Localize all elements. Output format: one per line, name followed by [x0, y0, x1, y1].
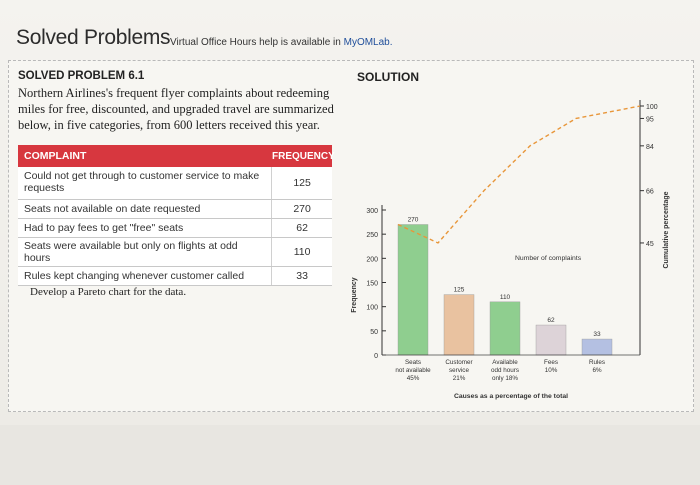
annotation-number-of-complaints: Number of complaints [515, 255, 582, 262]
category-label: 45% [407, 375, 420, 382]
problem-title: SOLVED PROBLEM 6.1 [18, 70, 145, 82]
bar-value-label: 270 [408, 217, 419, 224]
bar [489, 301, 521, 356]
solution-title: SOLUTION [357, 70, 419, 84]
complaint-cell: Could not get through to customer servic… [24, 170, 260, 194]
table-row: Had to pay fees to get "free" seats 62 [18, 219, 332, 238]
category-label: not available [395, 367, 431, 374]
complaint-table: COMPLAINT FREQUENCY Could not get throug… [18, 145, 335, 286]
table-row: Seats were available but only on flights… [18, 238, 332, 267]
y-tick-label: 150 [366, 281, 378, 288]
pareto-chart: 0 50 100 150 200 250 300 45 66 84 95 100 Frequency Cu… [351, 100, 670, 400]
bar [535, 324, 567, 356]
bar-value-label: 110 [500, 294, 511, 301]
category-label: only 18% [492, 375, 518, 382]
right-tick-label: 66 [646, 189, 654, 196]
complaint-cell: Seats were available but only on flights… [24, 240, 238, 264]
page-subtitle: Virtual Office Hours help is available i… [170, 37, 393, 48]
category-label: 6% [592, 367, 602, 374]
category-label: Available [492, 359, 518, 366]
table-header-row: COMPLAINT FREQUENCY [18, 145, 335, 167]
cumulative-line [397, 105, 641, 244]
frequency-cell: 125 [271, 167, 332, 199]
bar [397, 224, 429, 356]
y-tick-label: 50 [370, 329, 378, 336]
right-axis-label: Cumulative percentage [663, 191, 670, 268]
bar [581, 338, 613, 356]
column-header-complaint: COMPLAINT [24, 150, 87, 162]
y-tick-label: 250 [366, 232, 378, 239]
complaint-cell: Rules kept changing whenever customer ca… [24, 270, 245, 282]
category-label: Fees [544, 359, 558, 366]
table-row: Could not get through to customer servic… [18, 167, 332, 200]
frequency-cell: 33 [271, 267, 332, 285]
category-label: 21% [453, 375, 466, 382]
bar [443, 294, 475, 356]
right-tick-label: 45 [646, 241, 654, 248]
category-label: Rules [589, 359, 605, 366]
category-label: Customer [445, 359, 472, 366]
category-label: service [449, 367, 469, 374]
page-title: Solved Problems [16, 26, 171, 49]
y-axis-label: Frequency [351, 277, 358, 313]
category-label: odd hours [491, 367, 519, 374]
complaint-cell: Seats not available on date requested [24, 203, 201, 215]
page-bottom-margin [0, 425, 700, 485]
bar-value-label: 33 [593, 331, 601, 338]
category-label: 10% [545, 367, 558, 374]
instruction-text: Develop a Pareto chart for the data. [30, 286, 187, 298]
problem-description: Northern Airlines's frequent flyer compl… [18, 86, 334, 132]
right-tick-label: 100 [646, 104, 658, 111]
y-tick-label: 100 [366, 305, 378, 312]
frequency-cell: 110 [271, 238, 332, 266]
frequency-cell: 62 [271, 219, 332, 237]
y-tick-label: 300 [366, 208, 378, 215]
bar-value-label: 125 [454, 287, 465, 294]
bar-value-label: 62 [547, 317, 555, 324]
x-axis-label: Causes as a percentage of the total [454, 393, 568, 400]
right-tick-label: 95 [646, 116, 654, 123]
frequency-cell: 270 [271, 200, 332, 218]
myomlab-link[interactable]: MyOMLab. [343, 37, 393, 48]
subtitle-text: Virtual Office Hours help is available i… [170, 37, 344, 48]
table-row: Rules kept changing whenever customer ca… [18, 267, 332, 286]
right-tick-label: 84 [646, 144, 654, 151]
y-tick-label: 0 [374, 353, 378, 360]
y-tick-label: 200 [366, 256, 378, 263]
complaint-cell: Had to pay fees to get "free" seats [24, 222, 184, 234]
column-header-frequency: FREQUENCY [272, 150, 335, 162]
table-row: Seats not available on date requested 27… [18, 200, 332, 219]
category-label: Seats [405, 359, 421, 366]
